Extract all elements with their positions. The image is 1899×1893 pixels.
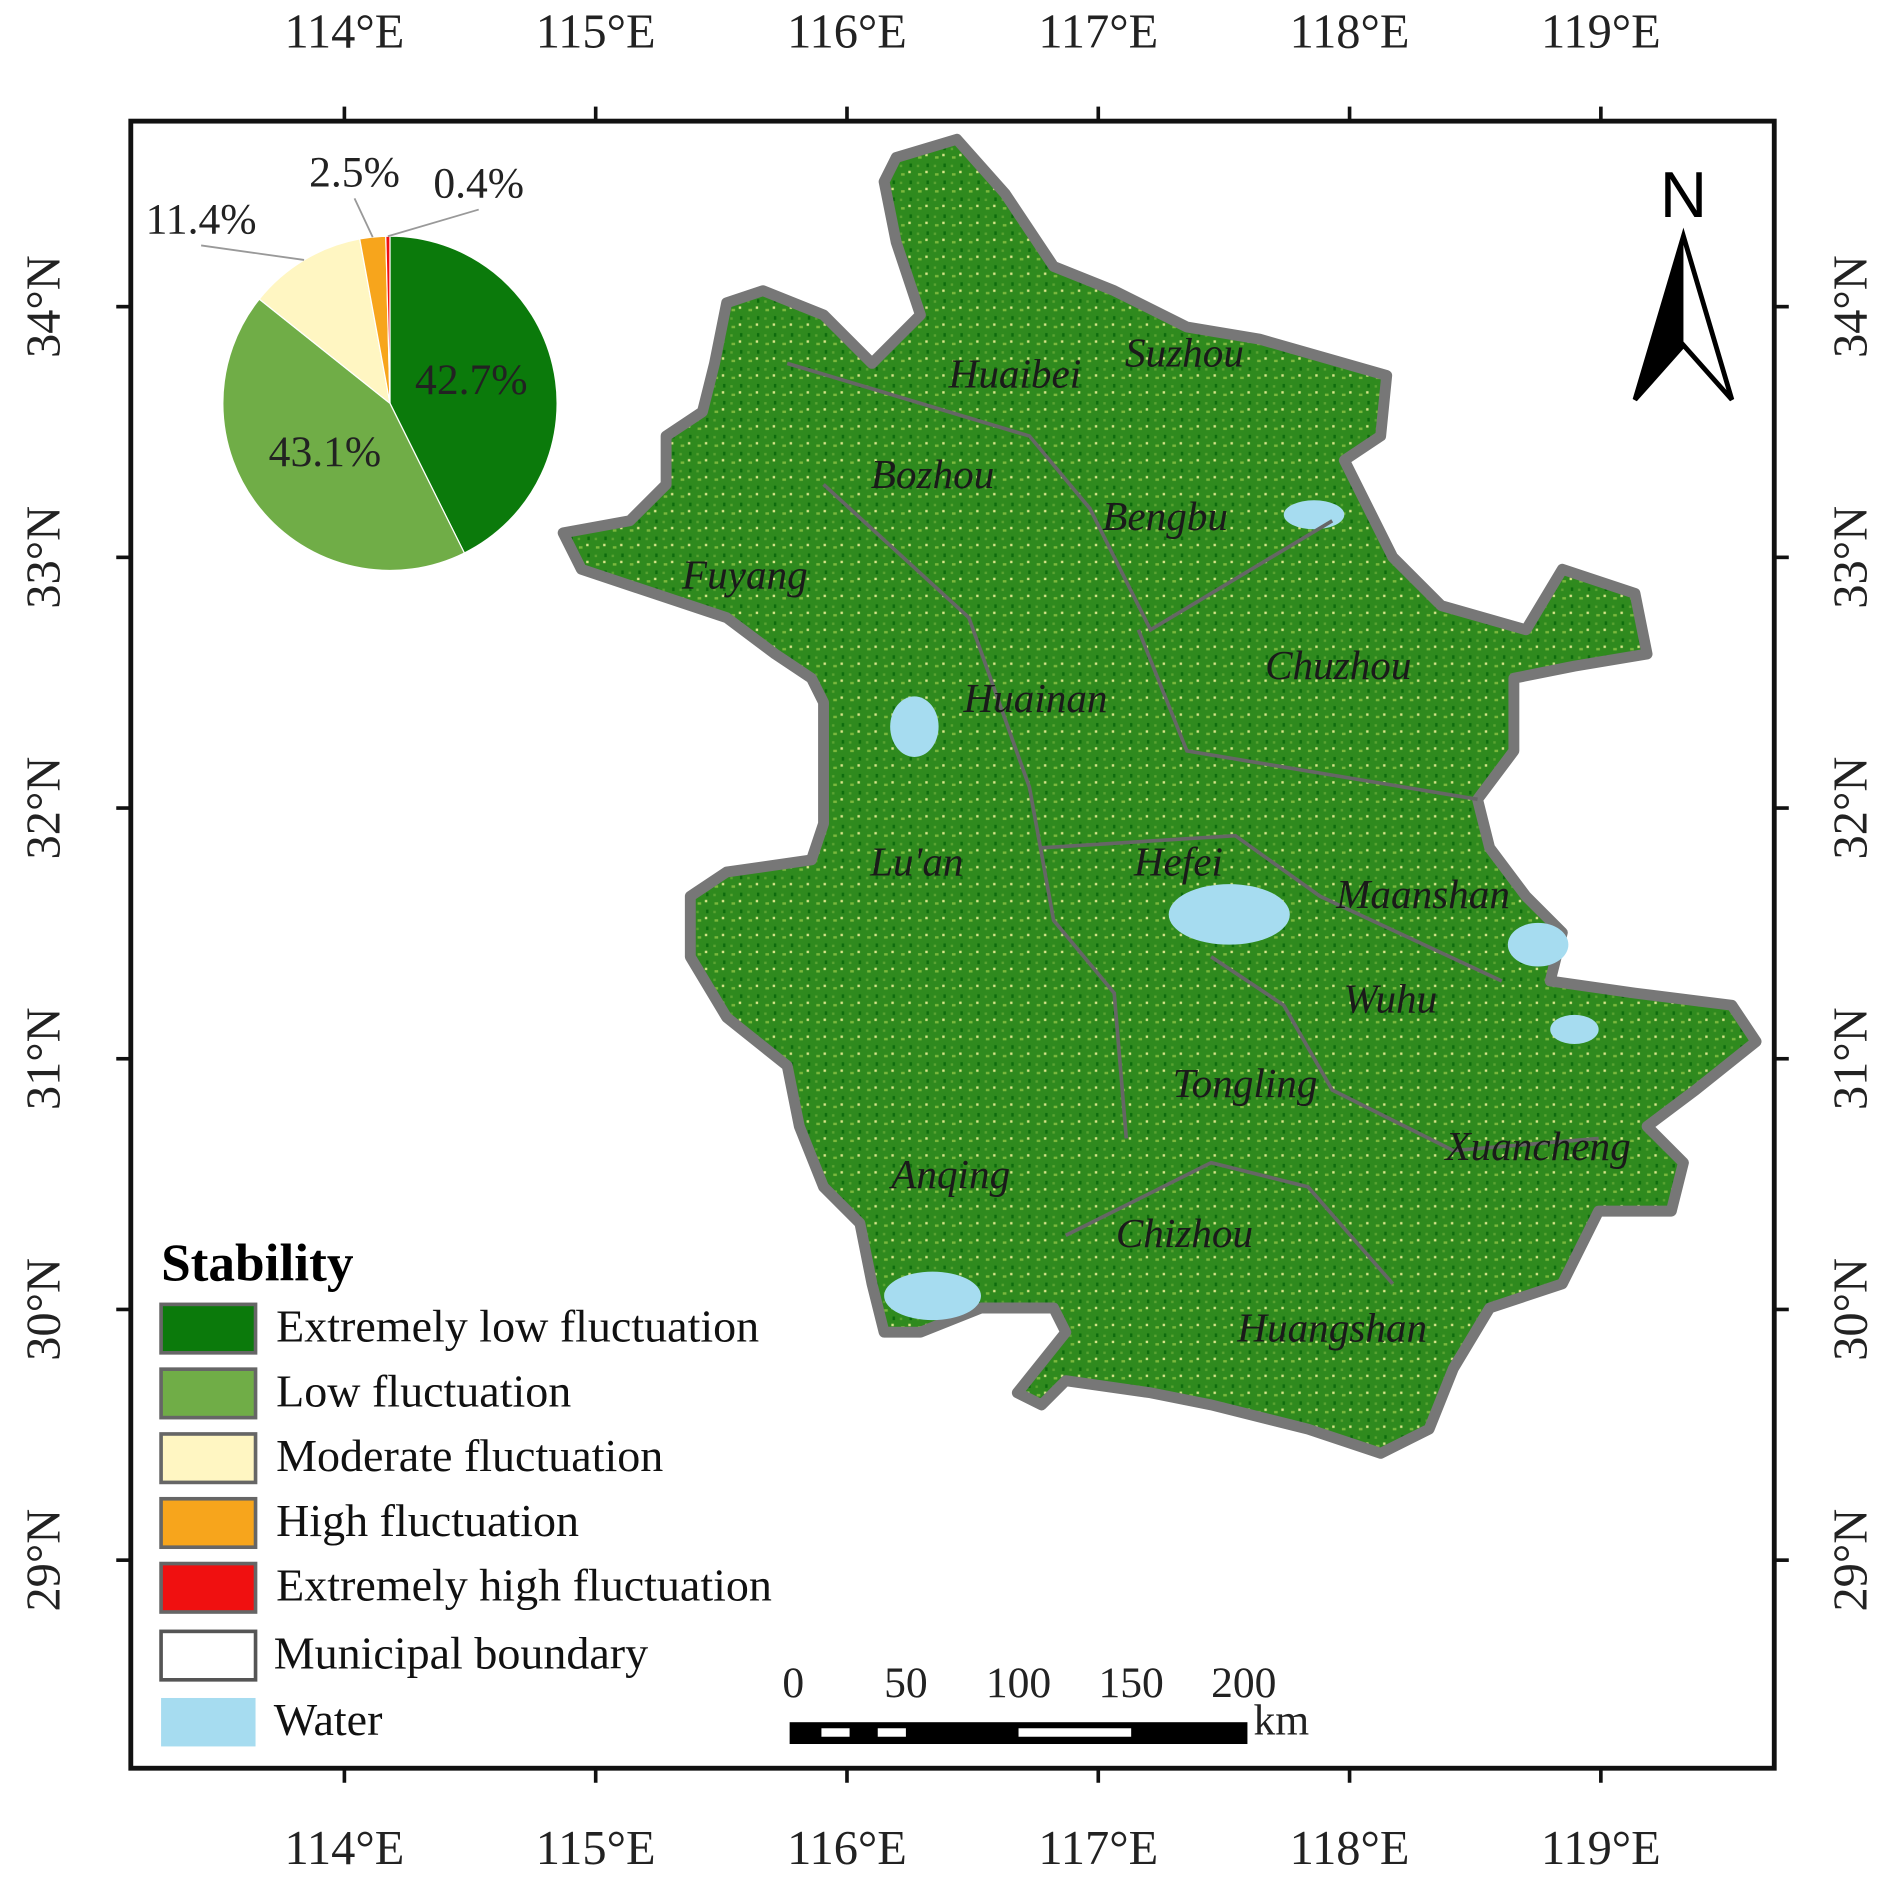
legend-swatch bbox=[159, 1432, 258, 1485]
legend-label: Moderate fluctuation bbox=[276, 1430, 663, 1481]
north-arrow-half bbox=[1634, 236, 1684, 400]
pie-leader bbox=[387, 208, 479, 238]
scale-segment bbox=[1018, 1728, 1132, 1737]
legend-title: Stability bbox=[161, 1233, 354, 1292]
y-tick-label: 34°N bbox=[18, 255, 71, 358]
city-label: Anqing bbox=[888, 1151, 1010, 1197]
city-label: Chuzhou bbox=[1265, 642, 1411, 688]
legend-label: Extremely high fluctuation bbox=[276, 1560, 772, 1611]
y-tick-label: 29°N bbox=[18, 1509, 71, 1612]
pie-label: 11.4% bbox=[146, 196, 257, 244]
legend-swatch-water bbox=[161, 1697, 256, 1747]
x-tick-label: 118°E bbox=[1290, 1822, 1410, 1875]
city-label: Xuancheng bbox=[1444, 1123, 1631, 1169]
legend-label: Municipal boundary bbox=[274, 1628, 648, 1679]
city-label: Huangshan bbox=[1236, 1305, 1427, 1351]
city-label: Huainan bbox=[962, 675, 1107, 721]
city-label: Chizhou bbox=[1116, 1210, 1253, 1256]
scale-segment bbox=[877, 1728, 906, 1737]
province bbox=[557, 133, 1762, 1459]
y-tick-label: 34°N bbox=[1825, 255, 1878, 358]
scale-label: 100 bbox=[986, 1659, 1051, 1707]
legend-swatch bbox=[159, 1302, 258, 1355]
x-tick-label: 117°E bbox=[1038, 1822, 1158, 1875]
legend-swatch bbox=[159, 1496, 258, 1550]
city-label: Huaibei bbox=[948, 350, 1082, 396]
scale-bar bbox=[789, 1722, 1248, 1745]
north-label: N bbox=[1660, 158, 1707, 231]
x-tick-label: 117°E bbox=[1038, 5, 1158, 58]
city-label: Suzhou bbox=[1125, 330, 1244, 376]
x-tick-label: 115°E bbox=[536, 5, 656, 58]
city-label: Maanshan bbox=[1335, 871, 1510, 917]
scale-label: 200 bbox=[1211, 1659, 1276, 1707]
city-label: Bozhou bbox=[871, 451, 994, 497]
city-label: Lu'an bbox=[869, 838, 963, 884]
scale-unit: km bbox=[1253, 1697, 1309, 1745]
legend-label: Low fluctuation bbox=[276, 1365, 571, 1416]
city-label: Wuhu bbox=[1343, 975, 1437, 1021]
city-label: Tongling bbox=[1173, 1060, 1318, 1106]
legend-swatch bbox=[159, 1367, 258, 1420]
pie-label: 0.4% bbox=[433, 160, 524, 208]
municipal-boundaries bbox=[786, 361, 1599, 1285]
pie-label: 43.1% bbox=[269, 428, 382, 476]
x-tick-label: 115°E bbox=[536, 1822, 656, 1875]
x-tick-label: 119°E bbox=[1541, 5, 1661, 58]
legend-swatch bbox=[159, 1561, 258, 1614]
city-label: Bengbu bbox=[1102, 493, 1228, 539]
y-tick-label: 33°N bbox=[18, 506, 71, 609]
y-tick-label: 30°N bbox=[1825, 1258, 1878, 1361]
x-tick-label: 116°E bbox=[787, 5, 907, 58]
pie-label: 2.5% bbox=[309, 149, 400, 197]
y-tick-label: 30°N bbox=[18, 1258, 71, 1361]
x-tick-label: 114°E bbox=[284, 1822, 404, 1875]
scale-label: 50 bbox=[884, 1659, 928, 1707]
pie-leader bbox=[201, 244, 305, 261]
legend-label: High fluctuation bbox=[276, 1495, 579, 1546]
scale-segment bbox=[821, 1728, 850, 1737]
legend-swatch-boundary bbox=[159, 1629, 258, 1682]
x-tick-label: 114°E bbox=[284, 5, 404, 58]
y-tick-label: 32°N bbox=[1825, 757, 1878, 860]
x-tick-label: 116°E bbox=[787, 1822, 907, 1875]
y-tick-label: 31°N bbox=[1825, 1007, 1878, 1110]
y-tick-label: 31°N bbox=[18, 1007, 71, 1110]
scale-label: 150 bbox=[1098, 1659, 1163, 1707]
x-tick-label: 118°E bbox=[1290, 5, 1410, 58]
pie-label: 42.7% bbox=[415, 356, 528, 404]
y-tick-label: 29°N bbox=[1825, 1509, 1878, 1612]
scale-label: 0 bbox=[782, 1659, 804, 1707]
legend-label: Extremely low fluctuation bbox=[276, 1301, 759, 1352]
pie-slice bbox=[389, 235, 558, 554]
legend-label: Water bbox=[274, 1694, 383, 1745]
city-label: Hefei bbox=[1133, 838, 1223, 884]
pie-slice bbox=[222, 298, 466, 572]
y-tick-label: 33°N bbox=[1825, 506, 1878, 609]
city-label: Fuyang bbox=[681, 551, 808, 597]
x-tick-label: 119°E bbox=[1541, 1822, 1661, 1875]
y-tick-label: 32°N bbox=[18, 757, 71, 860]
pie-leader bbox=[353, 197, 374, 238]
